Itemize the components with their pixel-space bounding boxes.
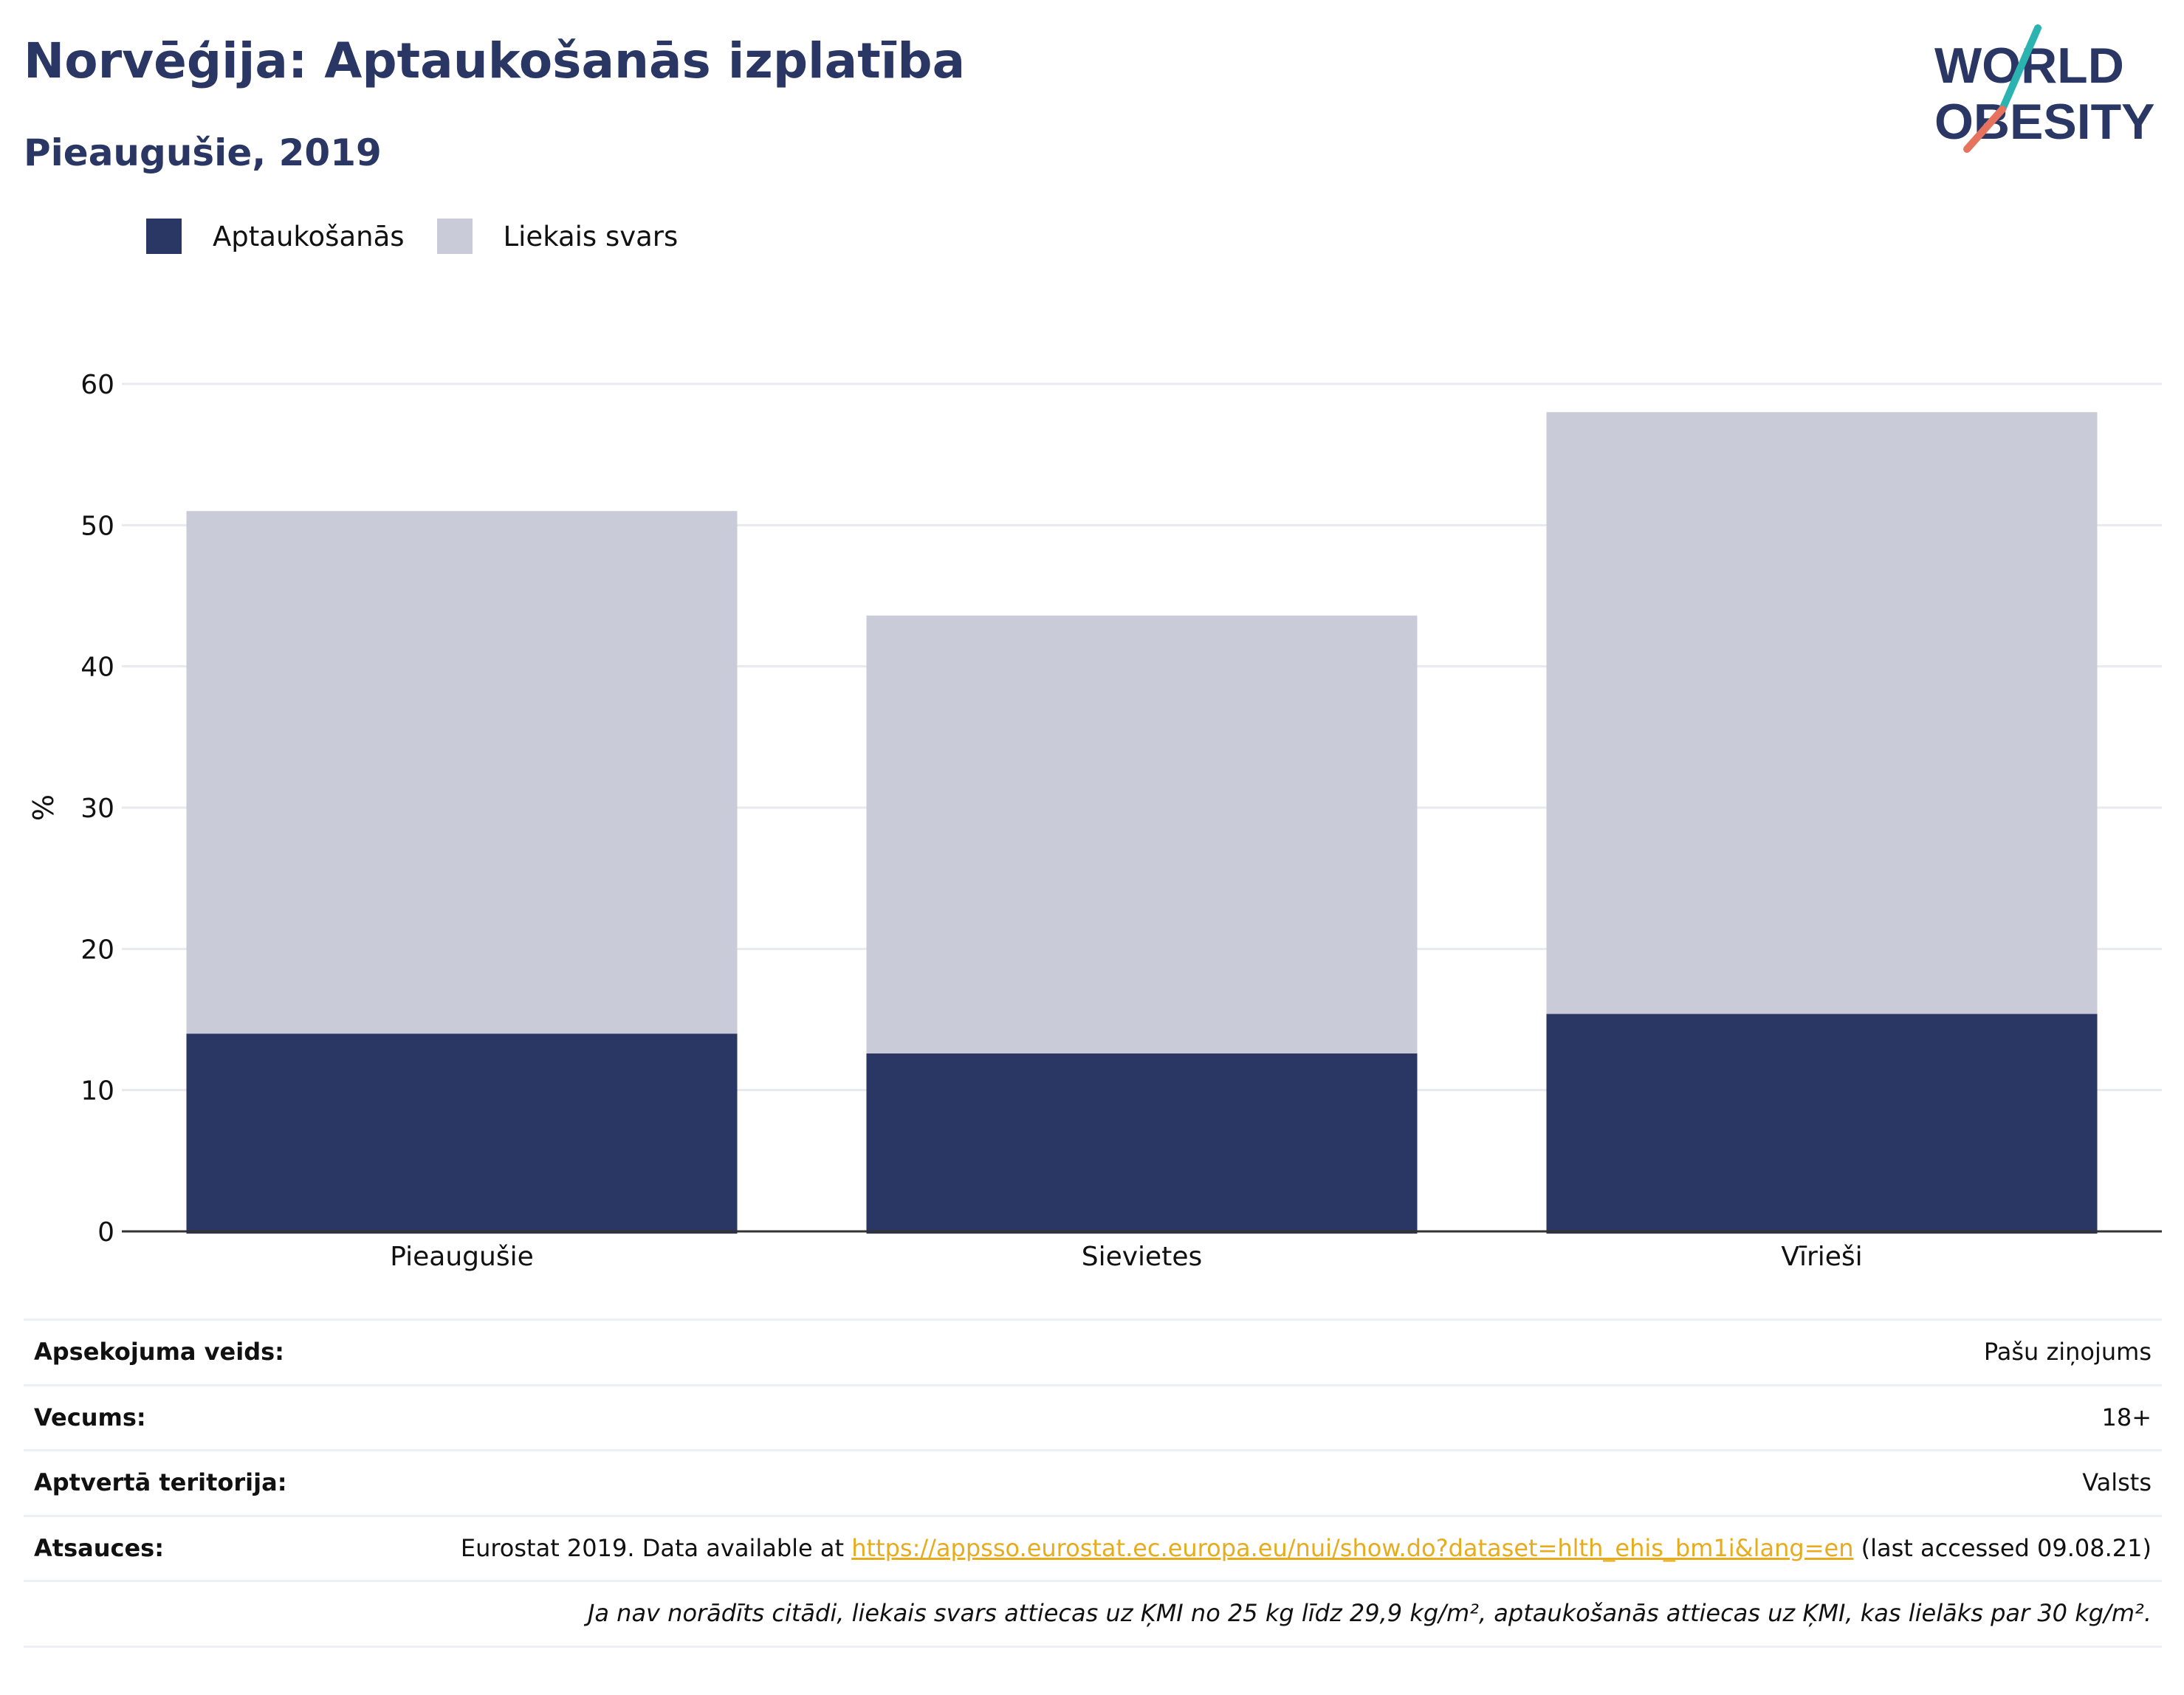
x-tick-label: Sievietes <box>1082 1242 1202 1272</box>
y-tick-label: 50 <box>80 511 114 541</box>
axes: 0 10 20 30 40 50 60% Pieaugušie Sievietes Vīrieši <box>27 370 2162 1272</box>
x-tick-label: Pieaugušie <box>390 1242 534 1272</box>
info-value: Pašu ziņojums <box>1983 1338 2152 1366</box>
x-tick-label: Vīrieši <box>1781 1242 1862 1272</box>
sources-suffix: (last accessed 09.08.21) <box>1853 1533 2152 1562</box>
legend-item-obesity: Aptaukošanās <box>146 219 405 254</box>
info-table: Apsekojuma veids: Pašu ziņojums Vecums: … <box>24 1318 2162 1648</box>
chart-subtitle: Pieaugušie, 2019 <box>24 131 382 174</box>
info-key: Atsauces: <box>34 1533 164 1562</box>
y-tick-label: 60 <box>80 370 114 400</box>
legend: Aptaukošanās Liekais svars <box>146 219 710 254</box>
info-value: Valsts <box>2082 1468 2152 1497</box>
y-tick-label: 20 <box>80 935 114 965</box>
legend-label-overweight: Liekais svars <box>503 220 679 252</box>
bar-overweight-2 <box>866 615 1418 1053</box>
info-row-survey: Apsekojuma veids: Pašu ziņojums <box>24 1319 2162 1386</box>
info-row-sources: Atsauces: Eurostat 2019. Data available … <box>24 1516 2162 1581</box>
sources-prefix: Eurostat 2019. Data available at <box>460 1533 852 1562</box>
bar-obesity-3 <box>1546 1014 2098 1234</box>
legend-swatch-overweight <box>436 219 473 254</box>
definition-note: Ja nav norādīts citādi, liekais svars at… <box>587 1599 2152 1628</box>
world-obesity-logo: WORLD OBESITY <box>1934 24 2155 153</box>
logo-slash-top <box>1999 24 2042 113</box>
sources-link[interactable]: https://appsso.eurostat.ec.europa.eu/nui… <box>851 1533 1854 1562</box>
info-row-coverage: Aptvertā teritorija: Valsts <box>24 1450 2162 1516</box>
bar-obesity-2 <box>866 1053 1418 1234</box>
info-key: Aptvertā teritorija: <box>34 1468 287 1497</box>
y-tick-label: 0 <box>97 1217 114 1248</box>
logo-line2: OBESITY <box>1934 94 2155 150</box>
bar-overweight-1 <box>186 511 738 1034</box>
sources-text: Eurostat 2019. Data available at https:/… <box>318 1516 2162 1581</box>
y-tick-label: 10 <box>80 1076 114 1107</box>
info-row-note: Ja nav norādīts citādi, liekais svars at… <box>24 1581 2162 1647</box>
y-tick-label: 30 <box>80 794 114 824</box>
y-tick-label: 40 <box>80 653 114 683</box>
logo-slash-bottom <box>1963 106 2006 153</box>
legend-swatch-obesity <box>146 219 182 254</box>
y-axis-title: % <box>27 794 60 821</box>
bar-obesity-1 <box>186 1034 738 1234</box>
info-key: Apsekojuma veids: <box>34 1338 284 1366</box>
legend-label-obesity: Aptaukošanās <box>213 220 405 252</box>
bars <box>186 412 2098 1234</box>
chart-title: Norvēģija: Aptaukošanās izplatība <box>24 32 966 89</box>
bar-overweight-3 <box>1546 412 2098 1014</box>
info-value: 18+ <box>2101 1403 2152 1431</box>
bar-chart: 0 10 20 30 40 50 60% Pieaugušie Sievietes Vīrieši <box>27 370 2162 1272</box>
info-row-age: Vecums: 18+ <box>24 1385 2162 1451</box>
legend-item-overweight: Liekais svars <box>436 219 679 254</box>
info-key: Vecums: <box>34 1403 146 1431</box>
